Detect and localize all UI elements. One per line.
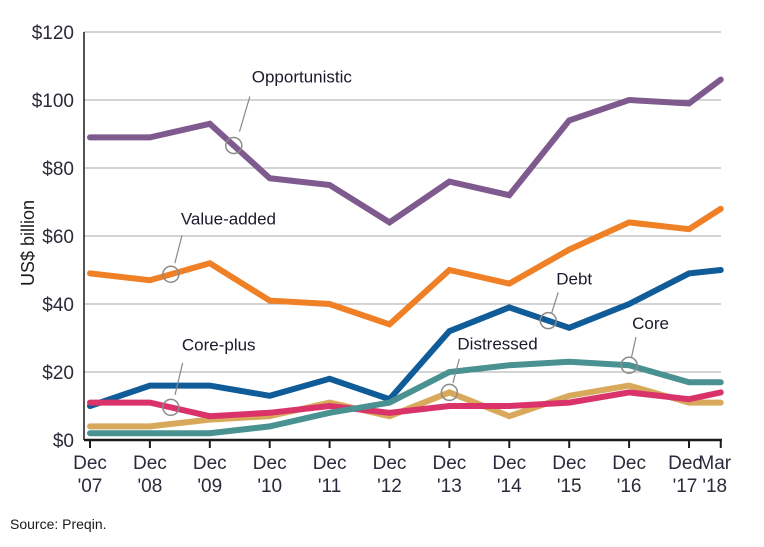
x-tick-label-year: '13 <box>437 476 462 497</box>
callout-leader-distressed <box>452 358 460 384</box>
series-line-distressed <box>87 382 724 430</box>
x-tick-label-year: '11 <box>318 476 341 497</box>
callout-leader-value-added <box>174 235 183 264</box>
callout-leader-opportunistic <box>238 96 251 132</box>
callout-leader-core-plus <box>174 362 184 395</box>
callout-marker-core <box>620 356 638 374</box>
y-tick-label: $100 <box>32 91 74 112</box>
x-tick-label-month: Dec <box>73 453 107 474</box>
x-axis: Dec'07Dec'08Dec'09Dec'10Dec'11Dec'12Dec'… <box>73 32 732 497</box>
x-tick-label-month: Dec <box>668 453 702 474</box>
y-tick-label: $0 <box>53 431 74 452</box>
x-tick-label-month: Dec <box>612 453 646 474</box>
series-line-opportunistic <box>87 76 724 226</box>
callout-label-opportunistic: Opportunistic <box>252 68 353 87</box>
source-note: Source: Preqin. <box>10 516 107 532</box>
x-tick-label-month: Mar <box>698 453 731 474</box>
x-tick-label-month: Dec <box>373 453 407 474</box>
callout-marker-debt <box>539 311 557 330</box>
x-tick-label-year: '08 <box>138 476 163 497</box>
x-tick-label-month: Dec <box>253 453 287 474</box>
callout-label-core-plus: Core-plus <box>182 335 256 354</box>
series-line-value-added <box>87 205 724 328</box>
gridlines <box>84 31 721 373</box>
y-tick-label: $120 <box>32 23 74 44</box>
callout-label-value-added: Value-added <box>181 209 276 228</box>
x-tick-label-month: Dec <box>492 453 526 474</box>
callout-marker-distressed <box>440 383 459 402</box>
series-callouts: Opportunistic Value-added Debt Core Distress… <box>162 68 669 417</box>
x-tick-label-year: '15 <box>557 476 582 497</box>
series-line-core-plus <box>87 389 724 420</box>
x-tick-label-year: '16 <box>617 476 642 497</box>
x-tick-label-year: '07 <box>78 476 103 497</box>
y-axis-ticks: $0 $20 $40 $60 $80 $100 $120 <box>32 23 74 452</box>
y-tick-label: $40 <box>42 295 74 316</box>
y-tick-label: $20 <box>42 363 74 384</box>
series-line-debt <box>87 267 724 409</box>
y-axis-label: US$ billion <box>18 200 38 286</box>
x-tick-label-month: Dec <box>193 453 227 474</box>
callout-marker-value-added <box>162 265 180 283</box>
x-tick-label-month: Dec <box>552 453 586 474</box>
x-tick-label-year: '09 <box>197 476 222 497</box>
x-tick-label-month: Dec <box>133 453 167 474</box>
y-tick-label: $80 <box>42 159 74 180</box>
y-tick-label: $60 <box>42 227 74 248</box>
series-lines <box>87 76 724 437</box>
callout-label-distressed: Distressed <box>457 334 537 353</box>
callout-label-core: Core <box>632 314 669 333</box>
callout-leader-debt <box>551 292 559 313</box>
callout-marker-opportunistic <box>225 136 243 155</box>
x-tick-label-year: '12 <box>377 476 402 497</box>
x-tick-label-month: Dec <box>313 453 347 474</box>
series-line-core <box>87 358 724 437</box>
callout-marker-core-plus <box>162 398 180 417</box>
callout-leader-core <box>630 336 637 358</box>
x-tick-label-year: '14 <box>497 476 522 497</box>
x-tick-label-year: '17 <box>673 476 698 497</box>
x-tick-label-month: Dec <box>433 453 467 474</box>
x-tick-label-year: '10 <box>257 476 282 497</box>
callout-label-debt: Debt <box>556 270 592 289</box>
x-tick-label-year: '18 <box>702 476 727 497</box>
